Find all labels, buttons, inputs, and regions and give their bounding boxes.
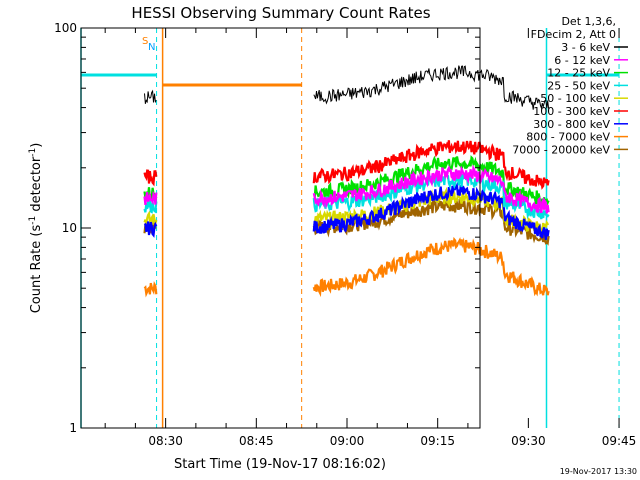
- saa-marker-label: S: [142, 36, 148, 47]
- series-line: [143, 169, 158, 187]
- series-800-7000keV: [143, 236, 550, 298]
- x-tick-label: 08:45: [239, 434, 274, 448]
- legend-label: 6 - 12 keV: [554, 54, 610, 67]
- legend-label: 3 - 6 keV: [561, 41, 610, 54]
- series-6-12keV: [143, 164, 550, 214]
- series-line: [313, 65, 550, 110]
- timestamp-stamp: 19-Nov-2017 13:30: [560, 467, 637, 476]
- legend-label: 12 - 25 keV: [547, 67, 610, 80]
- y-axis-ticks: 1 10 100: [54, 21, 480, 435]
- plot-area: [80, 28, 620, 428]
- series-line: [143, 281, 158, 298]
- legend-header-1: Det 1,3,6,: [561, 15, 616, 28]
- series-line: [312, 181, 550, 240]
- x-axis-label: Start Time (19-Nov-17 08:16:02): [174, 457, 386, 472]
- night-marker-label: N: [148, 42, 155, 53]
- chart-title: HESSI Observing Summary Count Rates: [131, 4, 430, 22]
- series-line: [312, 236, 550, 298]
- y-tick-label: 10: [62, 221, 77, 235]
- series-line: [313, 155, 550, 207]
- x-tick-label: 09:30: [511, 434, 546, 448]
- legend-label: 50 - 100 keV: [540, 92, 610, 105]
- y-axis-label: Count Rate (s-1 detector-1): [28, 143, 44, 314]
- legend-label: 800 - 7000 keV: [526, 131, 610, 144]
- series-line: [144, 89, 157, 104]
- x-tick-label: 09:15: [420, 434, 455, 448]
- y-tick-label: 1: [69, 421, 77, 435]
- legend-label: 25 - 50 keV: [547, 79, 610, 92]
- series-line: [143, 221, 158, 238]
- series-3-6keV: [144, 65, 550, 110]
- x-tick-label: 09:45: [602, 434, 637, 448]
- series-line: [312, 140, 550, 190]
- legend-label: 7000 - 20000 keV: [512, 143, 610, 156]
- x-axis-ticks: 08:30 08:45 09:00 09:15 09:30 09:45: [104, 28, 637, 448]
- series-300-800keV: [143, 181, 550, 240]
- series-line: [312, 164, 550, 214]
- plot-frame: [80, 27, 481, 429]
- x-tick-label: 08:30: [148, 434, 183, 448]
- legend-header-2: FDecim 2, Att 0: [531, 28, 616, 41]
- x-tick-label: 09:00: [330, 434, 365, 448]
- legend-label: 100 - 300 keV: [533, 105, 610, 118]
- y-tick-label: 100: [54, 21, 77, 35]
- legend-label: 300 - 800 keV: [533, 118, 610, 131]
- series-100-300keV: [143, 140, 550, 190]
- series-line: [143, 190, 158, 206]
